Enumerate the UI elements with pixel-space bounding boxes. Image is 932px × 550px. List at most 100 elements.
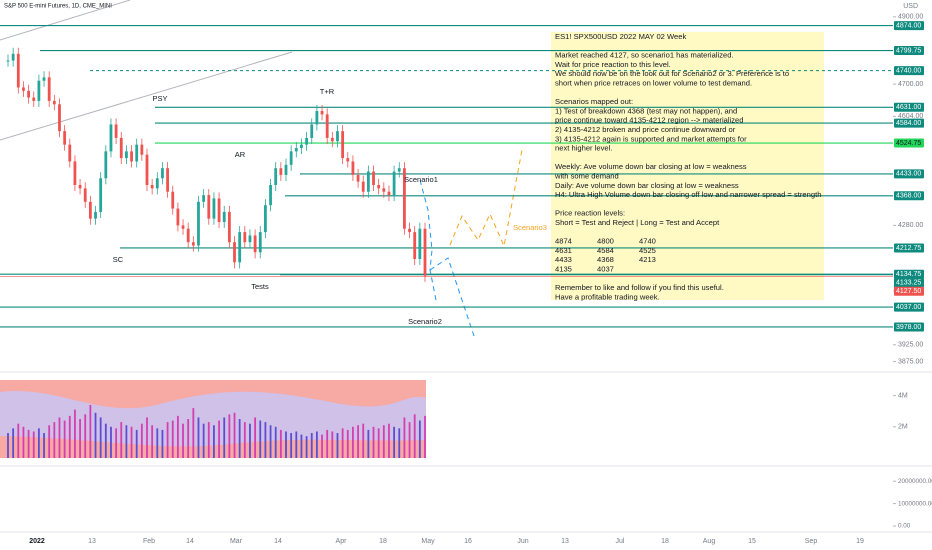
date-label: Jul (616, 538, 625, 545)
volume-bar (192, 408, 195, 458)
candle-body (397, 168, 401, 172)
candle-body (186, 228, 190, 243)
note-level: 4368 (597, 255, 614, 264)
candle-body (361, 181, 365, 192)
date-label: Mar (230, 538, 243, 545)
candle-body (73, 161, 77, 185)
candle-body (114, 124, 118, 138)
level-label: 3978.00 (896, 324, 921, 331)
date-label: 14 (186, 538, 194, 545)
candle-body (413, 232, 417, 259)
candle-body (330, 137, 334, 142)
candle-body (119, 137, 123, 159)
volume-bar (357, 425, 359, 458)
date-label: Feb (143, 538, 155, 545)
date-label: 13 (88, 538, 96, 545)
candle-body (135, 144, 139, 162)
note-level: 4584 (597, 246, 614, 255)
candle-body (78, 185, 82, 189)
note-level: 4525 (639, 246, 656, 255)
trend-channel (0, 0, 131, 41)
volume-bar (202, 423, 205, 458)
note-line: Scenarios mapped out: (555, 97, 633, 106)
date-label: 18 (379, 538, 387, 545)
volume-bar (22, 426, 25, 458)
candle-body (387, 191, 391, 196)
candle-body (181, 225, 185, 229)
price-tick-label: 4700.00 (898, 81, 923, 88)
date-label: 19 (856, 538, 864, 545)
volume-bar (68, 415, 71, 458)
volume-bar (274, 426, 277, 458)
volume-bar (140, 423, 143, 458)
volume-bar (367, 429, 370, 458)
volume-bar (197, 417, 200, 458)
date-label: 15 (748, 538, 756, 545)
volume-bar (146, 417, 148, 458)
volume-bar (161, 429, 164, 458)
note-line: with some demand (554, 172, 619, 181)
volume-bar (243, 422, 246, 458)
candle-body (197, 201, 200, 246)
volume-bar (372, 426, 375, 458)
level-label: 4524.75 (896, 140, 921, 147)
lower-tick-label: 0.00 (898, 523, 911, 530)
volume-bar (218, 420, 220, 458)
volume-bar (156, 428, 159, 458)
volume-bar (32, 431, 35, 458)
scenario-path (449, 149, 523, 248)
volume-bar (182, 423, 184, 458)
volume-bar (171, 420, 174, 458)
candle-body (32, 97, 36, 101)
volume-bar (310, 433, 313, 458)
candle-body (16, 53, 20, 88)
date-label: May (421, 538, 435, 545)
candle-body (274, 168, 278, 185)
price-tick-label: 4604.00 (898, 113, 923, 120)
candle-body (140, 144, 144, 155)
volume-bar (58, 417, 61, 458)
date-label: 2022 (29, 538, 45, 545)
volume-bar (110, 426, 112, 458)
volume-bar (17, 423, 20, 458)
note-line: We should now be on the look out for Sce… (555, 69, 789, 78)
volume-bar (166, 422, 169, 458)
symbol: S&P 500 E-mini Futures, 1D, CME_MINI (4, 4, 112, 10)
candle-body (408, 228, 411, 233)
candle-body (356, 174, 360, 182)
volume-bar (259, 420, 262, 458)
volume-bar (125, 425, 128, 458)
level-label: 4212.75 (896, 245, 921, 252)
candle-body (109, 124, 113, 152)
candle-body (150, 185, 154, 189)
level-badge (894, 243, 924, 253)
volume-bar (382, 425, 385, 458)
note-line: Short = Test and Reject | Long = Test an… (555, 218, 720, 227)
date-label: Aug (703, 538, 716, 545)
date-label: Sep (805, 538, 818, 545)
note-level: 4740 (639, 237, 656, 246)
candle-body (310, 124, 314, 138)
volume-bar (89, 404, 92, 458)
volume-bar (285, 431, 287, 458)
candle-body (392, 171, 396, 196)
candle-body (294, 148, 298, 152)
volume-bar (290, 433, 293, 458)
level-label: 4127.50 (896, 288, 921, 295)
volume-bar (37, 428, 40, 458)
volume-bar (254, 417, 257, 458)
volume-bar (424, 415, 426, 458)
candle-body (264, 205, 267, 233)
note-line: H4: Ultra High Volume down bar closing o… (555, 190, 821, 199)
note-level: 4135 (555, 265, 572, 274)
candle-body (300, 144, 303, 148)
candle-body (320, 111, 324, 115)
volume-bar (315, 431, 318, 458)
date-label: Jun (517, 538, 528, 545)
volume-bar (176, 415, 179, 458)
volume-bar (43, 433, 45, 458)
volume-bar (99, 417, 102, 458)
candle-body (346, 158, 350, 162)
note-line: ES1! SPX500USD 2022 MAY 02 Week (555, 32, 686, 41)
note-line: Have a profitable trading week. (555, 292, 660, 301)
